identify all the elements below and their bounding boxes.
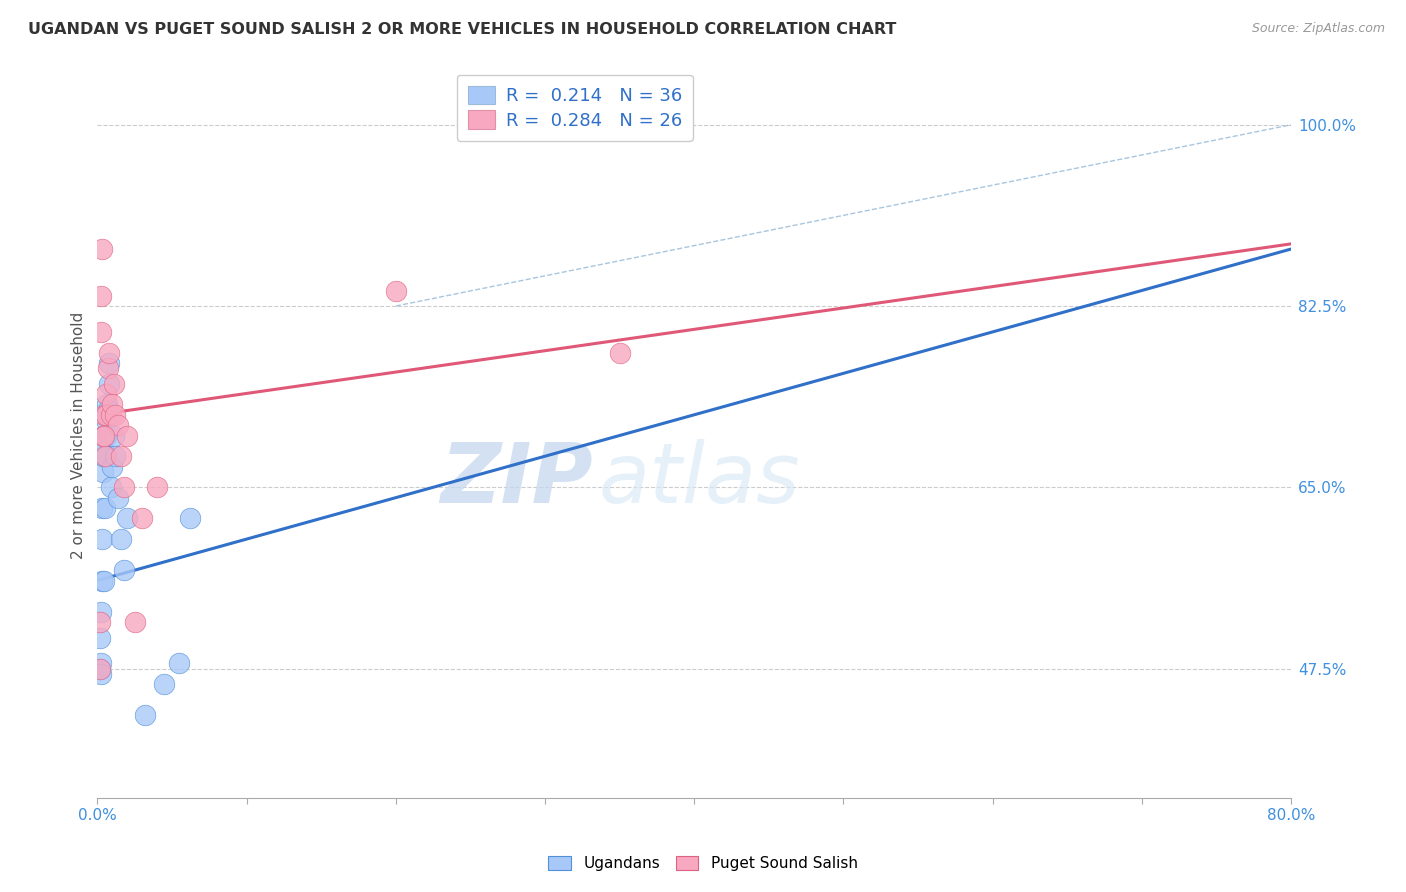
Point xyxy=(94,428,117,442)
Point xyxy=(104,408,127,422)
Point xyxy=(89,615,111,629)
Point xyxy=(103,428,125,442)
Point xyxy=(98,345,121,359)
Point xyxy=(93,428,115,442)
Point xyxy=(90,288,112,302)
Point xyxy=(112,480,135,494)
Point xyxy=(101,397,124,411)
Point xyxy=(609,345,631,359)
Point xyxy=(104,449,127,463)
Point xyxy=(110,449,132,463)
Point xyxy=(97,376,120,391)
Text: Source: ZipAtlas.com: Source: ZipAtlas.com xyxy=(1251,22,1385,36)
Point xyxy=(90,666,112,681)
Point xyxy=(91,428,114,442)
Point xyxy=(100,408,122,422)
Point xyxy=(124,615,146,629)
Point xyxy=(97,402,120,417)
Point xyxy=(98,356,121,370)
Point xyxy=(179,511,201,525)
Point xyxy=(94,387,117,401)
Point xyxy=(89,631,111,645)
Point xyxy=(101,459,124,474)
Point xyxy=(103,376,125,391)
Point xyxy=(94,501,117,516)
Point xyxy=(112,563,135,577)
Point xyxy=(96,408,118,422)
Point xyxy=(90,657,112,671)
Legend: Ugandans, Puget Sound Salish: Ugandans, Puget Sound Salish xyxy=(543,850,863,877)
Point xyxy=(169,657,191,671)
Point xyxy=(93,428,115,442)
Text: atlas: atlas xyxy=(599,439,800,519)
Point xyxy=(90,532,112,546)
Point xyxy=(93,408,115,422)
Point xyxy=(91,449,114,463)
Point xyxy=(90,242,112,256)
Y-axis label: 2 or more Vehicles in Household: 2 or more Vehicles in Household xyxy=(72,312,86,559)
Point xyxy=(93,574,115,588)
Point xyxy=(89,662,111,676)
Point xyxy=(110,532,132,546)
Point xyxy=(384,284,406,298)
Point xyxy=(90,605,112,619)
Point xyxy=(94,449,117,463)
Point xyxy=(115,511,138,525)
Text: ZIP: ZIP xyxy=(440,439,593,519)
Point xyxy=(134,708,156,723)
Point xyxy=(96,397,118,411)
Point xyxy=(96,413,118,427)
Point xyxy=(115,428,138,442)
Point xyxy=(94,449,117,463)
Point xyxy=(89,662,111,676)
Point xyxy=(107,418,129,433)
Point xyxy=(131,511,153,525)
Point xyxy=(91,428,114,442)
Point xyxy=(146,480,169,494)
Point xyxy=(91,465,114,479)
Legend: R =  0.214   N = 36, R =  0.284   N = 26: R = 0.214 N = 36, R = 0.284 N = 26 xyxy=(457,75,693,141)
Point xyxy=(89,662,111,676)
Point xyxy=(100,480,122,494)
Point xyxy=(91,501,114,516)
Point xyxy=(94,408,117,422)
Point xyxy=(107,491,129,505)
Point xyxy=(153,677,176,691)
Point xyxy=(90,325,112,339)
Text: UGANDAN VS PUGET SOUND SALISH 2 OR MORE VEHICLES IN HOUSEHOLD CORRELATION CHART: UGANDAN VS PUGET SOUND SALISH 2 OR MORE … xyxy=(28,22,897,37)
Point xyxy=(90,574,112,588)
Point xyxy=(93,444,115,458)
Point xyxy=(97,361,120,376)
